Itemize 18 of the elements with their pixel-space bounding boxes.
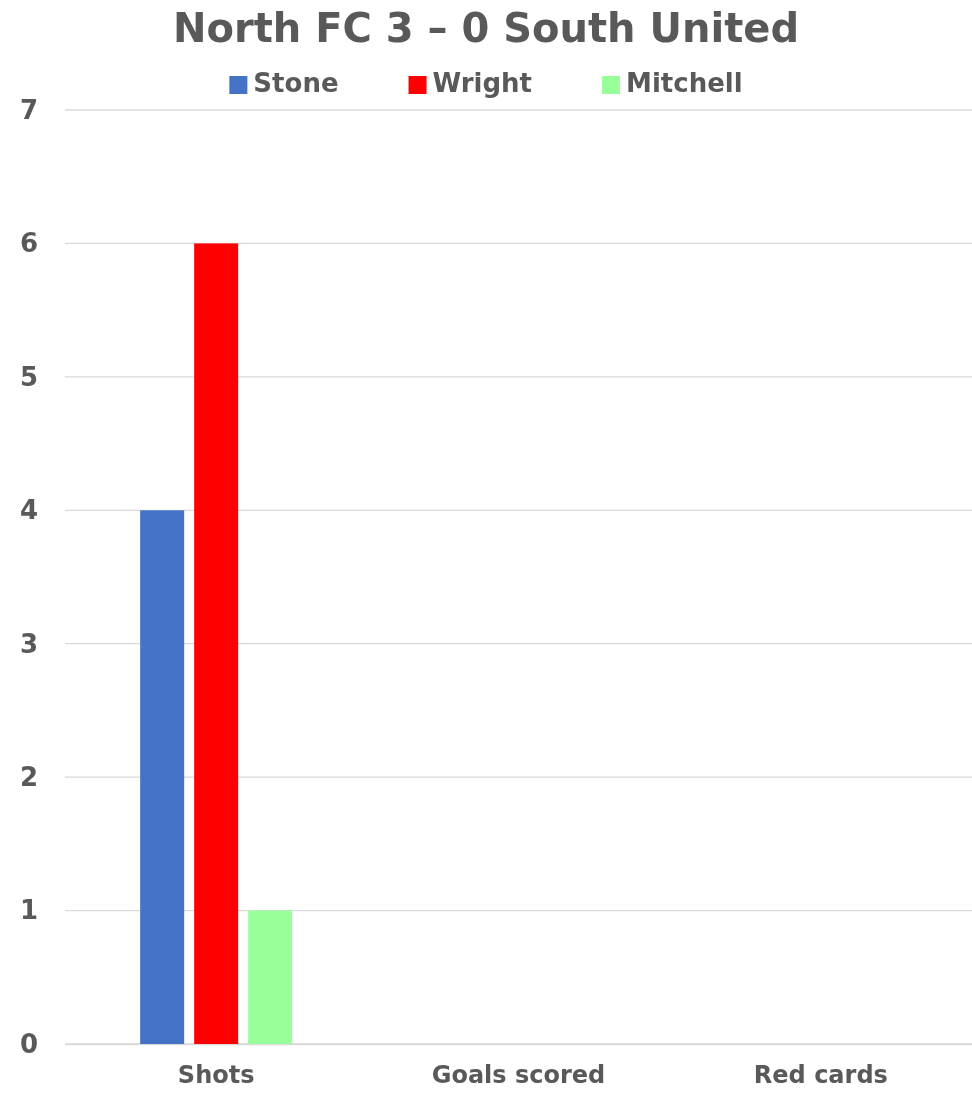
y-tick-label: 1 [20, 895, 39, 926]
legend-label: Wright [432, 68, 533, 98]
y-tick-label: 0 [20, 1028, 39, 1059]
x-tick-label: Goals scored [431, 1061, 606, 1090]
x-tick-label: Shots [177, 1061, 255, 1090]
y-tick-label: 3 [20, 628, 39, 659]
bar [140, 510, 185, 1044]
y-tick-label: 5 [20, 361, 39, 392]
y-tick-label: 4 [20, 495, 39, 526]
y-tick-label: 6 [20, 228, 39, 259]
bar [248, 910, 293, 1044]
bar [194, 243, 239, 1044]
y-tick-label: 7 [20, 94, 39, 125]
x-tick-label: Red cards [753, 1061, 888, 1090]
legend-label: Mitchell [626, 68, 743, 98]
chart-title: North FC 3 – 0 South United [172, 5, 800, 51]
y-tick-label: 2 [20, 761, 39, 792]
legend-label: Stone [253, 68, 339, 98]
